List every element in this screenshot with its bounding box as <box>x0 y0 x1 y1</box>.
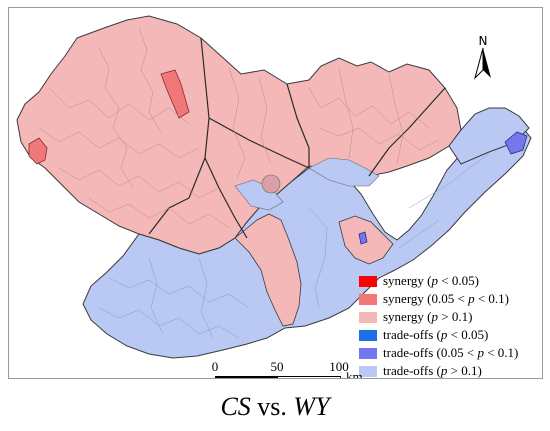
urban-core <box>261 174 281 194</box>
legend-item-tradeoff-moderate: trade-offs (0.05 < p < 0.1) <box>359 344 542 362</box>
county-boundaries-south <box>98 153 490 339</box>
tradeoff-moderate-coast <box>358 231 368 245</box>
legend-swatch <box>359 311 377 323</box>
legend: synergy (p < 0.05) synergy (0.05 < p < 0.… <box>359 272 542 378</box>
caption-left: CS <box>220 392 251 421</box>
tradeoff-moderate-east <box>504 131 528 155</box>
tradeoff-patch-center <box>234 179 284 211</box>
legend-label: trade-offs (0.05 < p < 0.1) <box>383 345 519 360</box>
legend-label: synergy (p < 0.05) <box>383 273 479 288</box>
scale-bar: 0 50 100 km <box>207 359 372 379</box>
legend-item-tradeoff-strong: trade-offs (p < 0.05) <box>359 326 542 344</box>
scale-segment-white <box>278 377 340 378</box>
legend-swatch <box>359 293 377 305</box>
scale-tick-0: 0 <box>211 359 219 374</box>
legend-item-synergy-moderate: synergy (0.05 < p < 0.1) <box>359 290 542 308</box>
legend-swatch <box>359 347 377 359</box>
north-arrow: N <box>467 34 499 84</box>
figure-caption: CS vs. WY <box>0 392 550 422</box>
synergy-moderate-west <box>28 137 48 165</box>
synergy-moderate-north <box>160 69 190 119</box>
legend-swatch <box>359 365 377 377</box>
tradeoff-region-east <box>448 107 530 165</box>
tradeoff-patch-north <box>308 157 380 187</box>
legend-swatch <box>359 329 377 341</box>
scale-segment-black <box>216 377 278 378</box>
legend-label: trade-offs (p > 0.1) <box>383 363 482 378</box>
legend-label: trade-offs (p < 0.05) <box>383 327 489 342</box>
north-label: N <box>478 34 488 48</box>
legend-item-tradeoff-none: trade-offs (p > 0.1) <box>359 362 542 378</box>
synergy-region-inland <box>234 213 302 327</box>
legend-item-synergy-none: synergy (p > 0.1) <box>359 308 542 326</box>
scale-tick-50: 50 <box>270 359 284 374</box>
legend-item-synergy-strong: synergy (p < 0.05) <box>359 272 542 290</box>
legend-label: synergy (p > 0.1) <box>383 309 473 324</box>
north-arrow-icon <box>474 47 491 80</box>
map-canvas <box>16 15 532 359</box>
province-boundary <box>148 37 446 239</box>
scale-unit: km <box>346 369 363 379</box>
map-frame: N synergy (p < 0.05) synergy (0.05 < p < … <box>8 7 543 379</box>
legend-swatch <box>359 275 377 287</box>
tradeoff-region-south <box>82 121 532 359</box>
legend-label: synergy (0.05 < p < 0.1) <box>383 291 510 306</box>
county-boundaries <box>38 27 440 229</box>
scale-tick-100: 100 <box>329 359 349 374</box>
caption-right: WY <box>293 392 330 421</box>
caption-middle: vs. <box>250 392 294 421</box>
scale-bar-graphic <box>215 376 341 378</box>
